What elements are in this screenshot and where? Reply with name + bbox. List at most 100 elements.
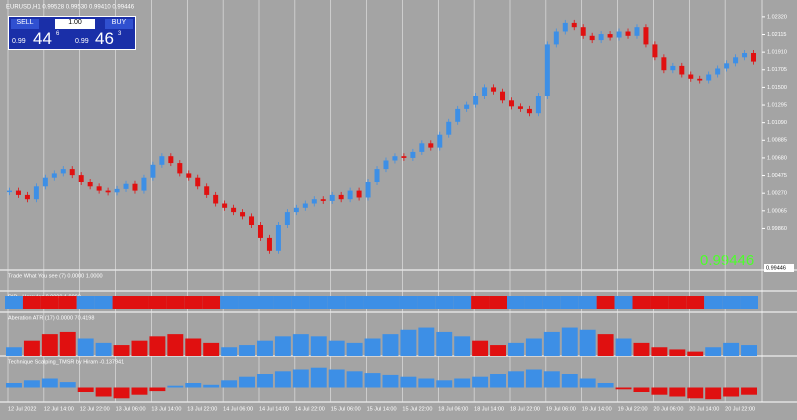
candle <box>482 87 488 96</box>
histogram-bar <box>561 374 578 388</box>
candle <box>715 68 721 75</box>
histogram-bar <box>705 387 722 400</box>
histogram-bar <box>221 347 238 356</box>
histogram-bar <box>382 374 399 388</box>
candle <box>401 156 407 158</box>
histogram-bar <box>454 378 471 388</box>
histogram-bar <box>346 371 363 388</box>
sell-button[interactable]: SELL <box>11 19 39 29</box>
panel-title: Aberation ATR (17) 0.0000 70.4198 <box>8 315 94 321</box>
candle <box>78 175 84 182</box>
lot-input[interactable]: 1.00 <box>55 19 95 29</box>
x-tick-label: 12 Jul 14:00 <box>44 406 74 412</box>
histogram-bar <box>454 336 471 356</box>
candle <box>455 108 461 122</box>
histogram-bar <box>436 331 453 356</box>
histogram-bar <box>508 342 524 356</box>
sell-big: 44 <box>33 29 52 48</box>
buy-big: 46 <box>95 29 114 48</box>
sell-sup: 6 <box>56 31 60 37</box>
x-tick-label: 14 Jul 06:00 <box>223 406 253 412</box>
x-tick-label: 15 Jul 22:00 <box>402 406 432 412</box>
x-tick-label: 19 Jul 22:00 <box>618 406 648 412</box>
y-tick-label: 1.01910 <box>767 50 787 56</box>
signal-stripe <box>40 296 59 309</box>
signal-stripe <box>273 296 292 309</box>
candle <box>607 34 613 38</box>
candle <box>293 207 299 213</box>
histogram-bar <box>741 345 757 356</box>
signal-stripe <box>94 296 113 309</box>
histogram-bar <box>310 336 327 356</box>
candle <box>724 63 730 69</box>
candle <box>284 212 290 225</box>
histogram-bar <box>239 376 255 388</box>
signal-stripe <box>327 296 346 309</box>
candle <box>643 27 649 45</box>
candle <box>15 190 21 195</box>
candle <box>589 35 595 41</box>
candle <box>356 190 362 198</box>
signal-stripe <box>22 296 41 309</box>
signal-stripe <box>58 296 77 309</box>
histogram-bar <box>615 338 632 356</box>
histogram-bar <box>669 387 686 397</box>
histogram-bar <box>723 387 740 397</box>
histogram-bar <box>543 331 560 356</box>
candle <box>491 87 497 92</box>
histogram-bar <box>615 387 632 390</box>
candle <box>580 27 586 36</box>
histogram-bar <box>113 387 130 399</box>
candle <box>742 53 748 58</box>
candle <box>6 190 12 193</box>
candle <box>517 106 523 109</box>
signal-stripe <box>256 296 274 309</box>
histogram-bar <box>221 380 238 388</box>
y-tick-label: 1.00680 <box>767 155 787 161</box>
candle <box>446 121 452 135</box>
buy-button[interactable]: BUY <box>105 19 133 29</box>
histogram-bar <box>364 338 381 356</box>
candle <box>338 194 344 200</box>
histogram-bar <box>669 349 686 356</box>
signal-stripe <box>668 296 687 309</box>
histogram-bar <box>41 334 58 356</box>
signal-stripe <box>578 296 597 309</box>
signal-stripe <box>130 296 149 309</box>
histogram-bar <box>167 385 184 388</box>
candle <box>383 160 389 170</box>
x-tick-label: 15 Jul 06:00 <box>331 406 361 412</box>
histogram-bar <box>579 378 596 388</box>
histogram-bar <box>203 384 220 388</box>
histogram-bar <box>418 327 435 356</box>
x-tick-label: 12 Jul 22:00 <box>80 406 110 412</box>
histogram-bar <box>23 340 40 356</box>
histogram-bar <box>95 342 112 356</box>
candle <box>634 27 640 36</box>
x-tick-label: 13 Jul 06:00 <box>116 406 146 412</box>
candle <box>535 96 541 114</box>
candle <box>652 44 658 58</box>
signal-stripe <box>238 296 256 309</box>
x-tick-label: 14 Jul 22:00 <box>295 406 325 412</box>
candle <box>96 186 102 191</box>
candle <box>374 169 380 182</box>
x-tick-label: 20 Jul 14:00 <box>689 406 719 412</box>
signal-stripe <box>507 296 525 309</box>
histogram-bar <box>131 387 148 395</box>
candle <box>159 156 165 165</box>
histogram-bar <box>651 387 668 395</box>
candle <box>141 177 147 191</box>
y-tick-label: 1.01295 <box>767 102 787 108</box>
candle <box>275 225 281 251</box>
histogram-bar <box>310 367 327 388</box>
histogram-bar <box>328 369 345 388</box>
candle <box>69 169 75 176</box>
price-tag: 0.99446 <box>766 265 786 271</box>
x-tick-label: 20 Jul 06:00 <box>653 406 683 412</box>
signal-stripe <box>632 296 651 309</box>
candle <box>670 65 676 71</box>
signal-stripe <box>76 296 95 309</box>
signal-stripe <box>363 296 382 309</box>
